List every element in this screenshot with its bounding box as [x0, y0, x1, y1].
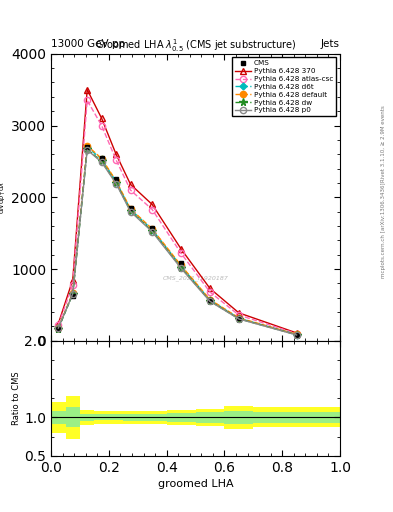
Pythia 6.428 default	[114, 178, 118, 184]
Pythia 6.428 p0	[128, 208, 133, 215]
Pythia 6.428 default	[99, 156, 104, 162]
Pythia 6.428 dw	[208, 298, 212, 304]
Pythia 6.428 d6t	[208, 297, 212, 303]
Legend: CMS, Pythia 6.428 370, Pythia 6.428 atlas-csc, Pythia 6.428 d6t, Pythia 6.428 de: CMS, Pythia 6.428 370, Pythia 6.428 atla…	[232, 57, 336, 116]
Pythia 6.428 atlas-csc	[70, 282, 75, 288]
Pythia 6.428 d6t	[56, 325, 61, 331]
Pythia 6.428 atlas-csc	[114, 157, 118, 163]
Pythia 6.428 p0	[179, 265, 184, 271]
Pythia 6.428 dw	[237, 316, 241, 322]
Line: Pythia 6.428 dw: Pythia 6.428 dw	[55, 145, 300, 338]
CMS	[179, 260, 184, 266]
Pythia 6.428 dw	[179, 265, 184, 271]
Pythia 6.428 default	[56, 325, 61, 331]
Pythia 6.428 d6t	[85, 144, 90, 150]
CMS	[99, 155, 104, 161]
Text: mcplots.cern.ch [arXiv:1306.3436]: mcplots.cern.ch [arXiv:1306.3436]	[381, 183, 386, 278]
Pythia 6.428 dw	[85, 146, 90, 152]
Pythia 6.428 d6t	[150, 226, 154, 232]
Pythia 6.428 atlas-csc	[208, 289, 212, 295]
Line: Pythia 6.428 atlas-csc: Pythia 6.428 atlas-csc	[55, 97, 300, 337]
X-axis label: groomed LHA: groomed LHA	[158, 479, 233, 489]
Pythia 6.428 370	[179, 246, 184, 252]
Line: CMS: CMS	[56, 144, 299, 337]
Line: Pythia 6.428 p0: Pythia 6.428 p0	[55, 147, 300, 338]
Pythia 6.428 d6t	[237, 315, 241, 322]
Pythia 6.428 d6t	[70, 290, 75, 296]
Pythia 6.428 default	[70, 290, 75, 296]
Pythia 6.428 default	[179, 263, 184, 269]
Pythia 6.428 atlas-csc	[150, 206, 154, 212]
Pythia 6.428 p0	[208, 298, 212, 305]
Pythia 6.428 default	[237, 315, 241, 321]
Pythia 6.428 d6t	[114, 179, 118, 185]
Pythia 6.428 atlas-csc	[294, 331, 299, 337]
Pythia 6.428 default	[294, 331, 299, 337]
Pythia 6.428 dw	[128, 208, 133, 214]
Y-axis label: $\frac{1}{\mathrm{d}N}\frac{\mathrm{d}^2N}{\mathrm{d}p_{\mathrm{T}}\,\mathrm{d}\: $\frac{1}{\mathrm{d}N}\frac{\mathrm{d}^2…	[0, 180, 8, 214]
Pythia 6.428 dw	[294, 332, 299, 338]
Pythia 6.428 default	[208, 296, 212, 303]
Pythia 6.428 370	[56, 321, 61, 327]
Pythia 6.428 p0	[114, 181, 118, 187]
CMS	[56, 326, 61, 332]
Pythia 6.428 p0	[70, 291, 75, 297]
Pythia 6.428 dw	[70, 291, 75, 297]
Pythia 6.428 p0	[56, 325, 61, 331]
Pythia 6.428 d6t	[294, 331, 299, 337]
Pythia 6.428 default	[128, 206, 133, 212]
Pythia 6.428 dw	[56, 326, 61, 332]
Pythia 6.428 370	[99, 115, 104, 121]
Text: 13000 GeV pp: 13000 GeV pp	[51, 38, 125, 49]
Pythia 6.428 p0	[150, 229, 154, 235]
Title: Groomed LHA $\lambda^{1}_{0.5}$ (CMS jet substructure): Groomed LHA $\lambda^{1}_{0.5}$ (CMS jet…	[95, 37, 296, 54]
Pythia 6.428 dw	[99, 158, 104, 164]
Pythia 6.428 p0	[99, 159, 104, 165]
CMS	[114, 176, 118, 182]
Y-axis label: Ratio to CMS: Ratio to CMS	[13, 371, 22, 425]
CMS	[237, 315, 241, 321]
Text: CMS_2021_I1920187: CMS_2021_I1920187	[163, 275, 228, 281]
Pythia 6.428 370	[114, 151, 118, 157]
CMS	[128, 205, 133, 211]
Pythia 6.428 370	[128, 181, 133, 187]
Pythia 6.428 370	[237, 310, 241, 316]
Pythia 6.428 d6t	[128, 206, 133, 212]
Pythia 6.428 p0	[85, 147, 90, 153]
CMS	[294, 332, 299, 338]
Pythia 6.428 d6t	[99, 156, 104, 162]
Pythia 6.428 370	[85, 87, 90, 93]
Text: Rivet 3.1.10, ≥ 2.9M events: Rivet 3.1.10, ≥ 2.9M events	[381, 105, 386, 182]
Pythia 6.428 d6t	[179, 263, 184, 269]
Pythia 6.428 370	[150, 201, 154, 207]
Pythia 6.428 370	[70, 277, 75, 283]
Line: Pythia 6.428 370: Pythia 6.428 370	[55, 87, 300, 336]
Pythia 6.428 atlas-csc	[237, 312, 241, 318]
Pythia 6.428 p0	[294, 332, 299, 338]
Pythia 6.428 dw	[150, 228, 154, 234]
CMS	[150, 225, 154, 231]
Pythia 6.428 default	[150, 226, 154, 232]
Pythia 6.428 atlas-csc	[179, 250, 184, 257]
Pythia 6.428 370	[294, 330, 299, 336]
Pythia 6.428 atlas-csc	[128, 187, 133, 193]
CMS	[208, 297, 212, 303]
CMS	[85, 144, 90, 150]
Pythia 6.428 p0	[237, 316, 241, 322]
Pythia 6.428 atlas-csc	[99, 122, 104, 129]
CMS	[70, 292, 75, 298]
Line: Pythia 6.428 d6t: Pythia 6.428 d6t	[56, 144, 299, 337]
Pythia 6.428 atlas-csc	[85, 97, 90, 103]
Text: Jets: Jets	[321, 38, 340, 49]
Pythia 6.428 dw	[114, 180, 118, 186]
Line: Pythia 6.428 default: Pythia 6.428 default	[55, 142, 300, 337]
Pythia 6.428 atlas-csc	[56, 322, 61, 328]
Pythia 6.428 default	[85, 142, 90, 148]
Pythia 6.428 370	[208, 285, 212, 291]
